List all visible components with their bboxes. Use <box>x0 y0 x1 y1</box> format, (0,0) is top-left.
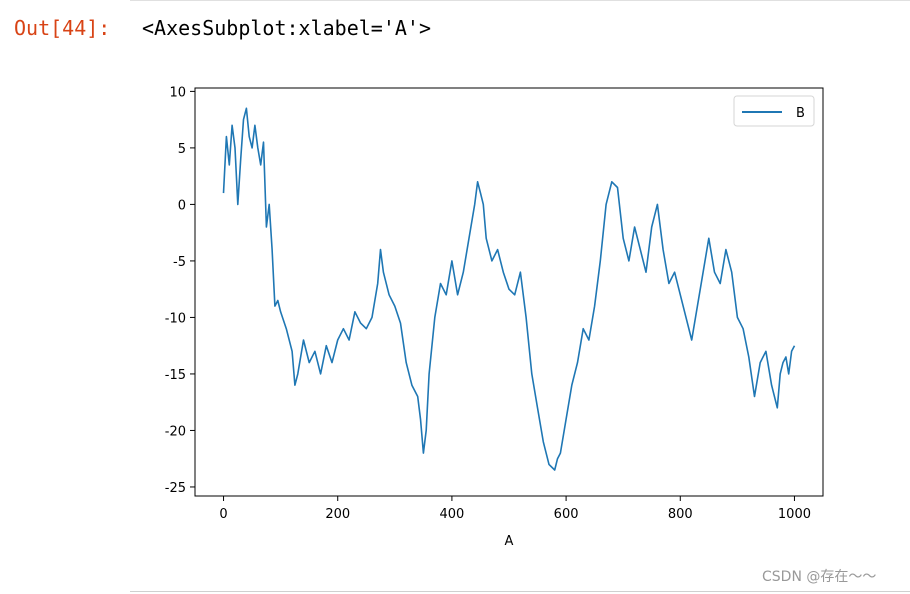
axes-frame <box>194 87 824 497</box>
x-tick-label: 400 <box>439 507 464 522</box>
y-tick-label: -5 <box>173 255 186 270</box>
y-tick-label: 5 <box>178 142 186 157</box>
x-tick-label: 1000 <box>778 507 811 522</box>
legend-label-b: B <box>796 106 805 121</box>
y-tick-label: -20 <box>165 424 186 439</box>
series-line-b <box>222 107 796 471</box>
y-tick-label: 0 <box>178 198 186 213</box>
x-tick-label: 200 <box>325 507 350 522</box>
y-tick-label: -15 <box>165 368 186 383</box>
axis-ticks: 0 200 400 600 800 1000 10 5 0 -5 -10 -15 -20 -25 <box>165 85 811 522</box>
y-tick-label: -25 <box>165 481 186 496</box>
watermark-text: CSDN @存在～～ <box>762 569 877 585</box>
output-repr-text: <AxesSubplot:xlabel='A'> <box>142 16 431 40</box>
legend: B <box>733 95 815 127</box>
cell-bottom-rule <box>130 591 910 592</box>
x-tick-label: 0 <box>219 507 227 522</box>
y-tick-label: 10 <box>169 85 186 100</box>
y-tick-label: -10 <box>165 311 186 326</box>
cell-top-rule <box>130 0 910 1</box>
x-axis-label: A <box>505 534 514 549</box>
x-tick-label: 600 <box>554 507 579 522</box>
output-prompt: Out[44]: <box>14 16 111 40</box>
x-tick-label: 800 <box>668 507 693 522</box>
